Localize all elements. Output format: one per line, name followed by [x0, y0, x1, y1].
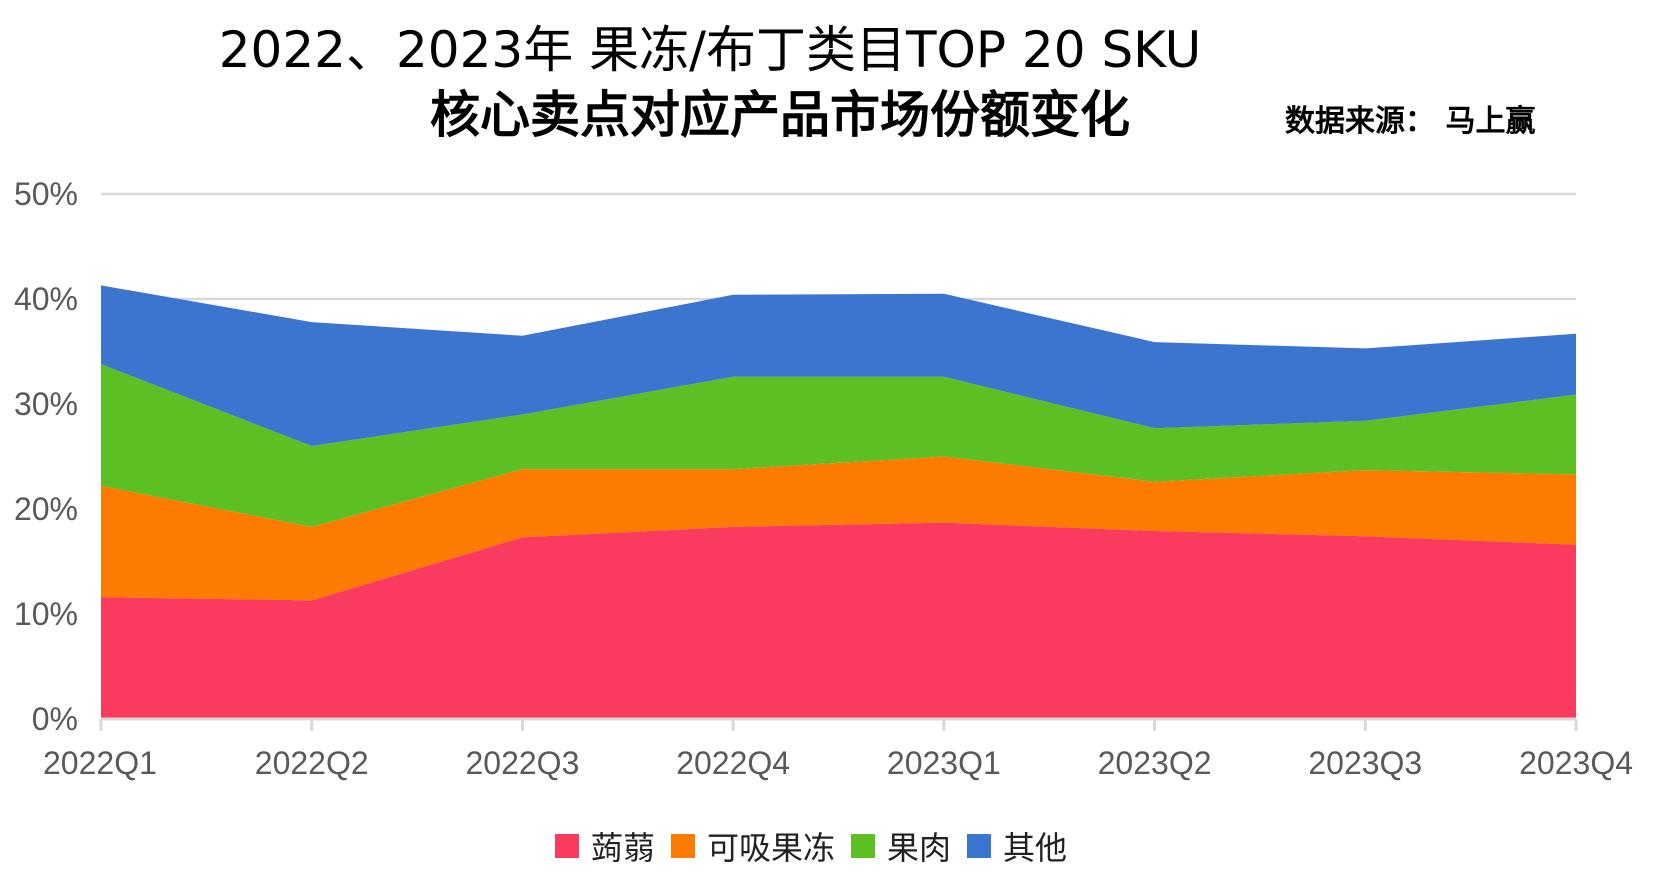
legend-swatch	[851, 834, 876, 858]
legend-swatch	[555, 834, 579, 858]
x-tick-label: 2022Q4	[676, 745, 790, 781]
legend-label: 蒟蒻	[591, 829, 656, 867]
y-tick-label: 10%	[14, 596, 78, 632]
legend-item: 蒟蒻	[555, 823, 655, 869]
legend-swatch	[671, 834, 696, 858]
legend-item: 可吸果冻	[671, 823, 835, 869]
data-source-note: 数据来源： 马上赢	[1285, 104, 1536, 139]
legend: 蒟蒻 可吸果冻 果肉 其他	[555, 823, 1083, 869]
x-tick-label: 2022Q3	[465, 745, 579, 781]
area-series	[101, 285, 1576, 719]
chart-title-line2: 核心卖点对应产品市场份额变化	[430, 86, 1130, 144]
x-tick-label: 2022Q2	[255, 745, 369, 781]
chart-title-line1: 2022、2023年 果冻/布丁类目TOP 20 SKU	[218, 21, 1202, 79]
legend-item: 其他	[967, 823, 1067, 869]
y-tick-label: 50%	[14, 176, 78, 212]
area-series-4	[101, 285, 1576, 446]
x-tick-label: 2023Q4	[1519, 745, 1633, 781]
x-tick-label: 2023Q1	[887, 745, 1001, 781]
y-tick-label: 30%	[14, 386, 78, 422]
legend-swatch	[967, 834, 992, 858]
legend-label: 其他	[1003, 829, 1068, 867]
area-series-3	[101, 364, 1576, 527]
y-tick-label: 0%	[32, 701, 78, 737]
x-tick-label: 2022Q1	[43, 745, 157, 781]
area-series-2	[101, 456, 1576, 601]
x-tick-label: 2023Q3	[1308, 745, 1422, 781]
legend-label: 果肉	[887, 829, 952, 867]
x-tick-label: 2023Q2	[1098, 745, 1212, 781]
area-series-1	[101, 522, 1576, 719]
y-tick-label: 40%	[14, 281, 78, 317]
y-tick-label: 20%	[14, 491, 78, 527]
legend-label: 可吸果冻	[707, 829, 836, 867]
x-axis: 2022Q1 2022Q2 2022Q3 2022Q4 2023Q1 2023Q2 2023…	[43, 717, 1633, 781]
y-axis-ticks: 0% 10% 20% 30% 40% 50%	[14, 176, 78, 737]
legend-item: 果肉	[851, 823, 951, 869]
